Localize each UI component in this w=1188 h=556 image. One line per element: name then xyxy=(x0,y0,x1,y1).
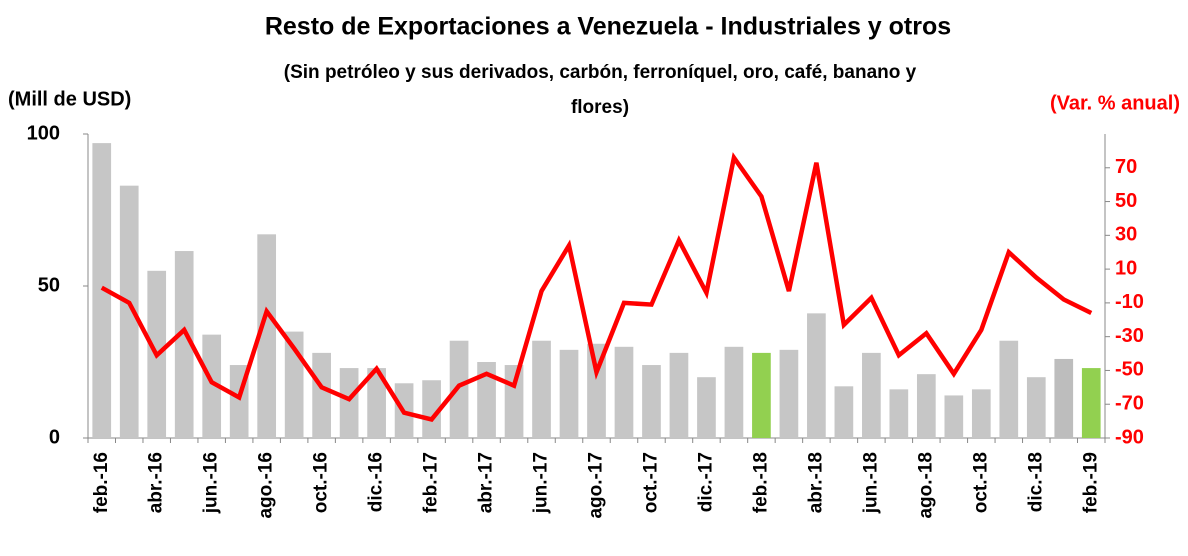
y2-tick-label: 10 xyxy=(1115,257,1137,279)
y2-axis-label: (Var. % anual) xyxy=(1050,92,1180,114)
y-axis-label: (Mill de USD) xyxy=(8,88,131,110)
bar xyxy=(202,334,222,438)
y2-tick-label: -90 xyxy=(1115,426,1144,448)
bar xyxy=(669,352,689,438)
bar xyxy=(174,251,194,438)
x-tick-label: abr.-16 xyxy=(146,452,167,513)
bar xyxy=(944,395,964,438)
bar xyxy=(477,362,496,438)
bar xyxy=(724,346,744,438)
x-tick-label: abr.-18 xyxy=(805,452,826,513)
y2-tick-label: -30 xyxy=(1115,325,1144,347)
x-tick-label: ago.-16 xyxy=(256,452,277,519)
bar xyxy=(916,374,936,438)
bar xyxy=(642,365,661,438)
bar xyxy=(312,352,331,438)
chart-subtitle: flores) xyxy=(571,97,629,118)
y2-tick-label: -70 xyxy=(1115,393,1144,415)
bar xyxy=(1026,377,1046,438)
bar xyxy=(971,389,991,438)
bar xyxy=(889,389,909,438)
y-tick-label: 50 xyxy=(38,274,60,296)
bar xyxy=(532,340,551,438)
x-tick-label: feb.-16 xyxy=(91,452,112,513)
y2-tick-label: 30 xyxy=(1115,224,1137,246)
bar xyxy=(504,365,524,438)
bar xyxy=(119,185,139,438)
bar xyxy=(339,368,359,438)
bar xyxy=(999,340,1019,438)
bar xyxy=(779,349,799,438)
bar xyxy=(752,352,771,438)
y2-tick-label: 70 xyxy=(1115,156,1137,178)
line xyxy=(100,152,1093,422)
bar xyxy=(862,352,881,438)
x-tick-label: jun.-16 xyxy=(201,452,222,514)
x-tick-label: ago.-17 xyxy=(586,452,607,519)
bar xyxy=(587,343,606,438)
chart-subtitle: (Sin petróleo y sus derivados, carbón, f… xyxy=(284,62,917,83)
bar xyxy=(807,313,826,438)
bar xyxy=(697,377,716,438)
x-tick-label: jun.-18 xyxy=(860,452,881,514)
bar xyxy=(1054,358,1074,438)
bar xyxy=(449,340,469,438)
x-tick-label: oct.-16 xyxy=(311,452,332,513)
bar xyxy=(92,143,112,438)
y-tick-label: 100 xyxy=(27,122,60,144)
x-tick-label: oct.-18 xyxy=(970,452,991,513)
x-tick-label: feb.-19 xyxy=(1080,452,1101,513)
x-tick-label: abr.-17 xyxy=(476,452,497,513)
y2-tick-label: -50 xyxy=(1115,359,1144,381)
bar xyxy=(257,234,277,438)
chart-title: Resto de Exportaciones a Venezuela - Ind… xyxy=(265,13,951,41)
bar xyxy=(1081,368,1101,438)
x-tick-label: feb.-18 xyxy=(750,452,771,513)
x-tick-label: oct.-17 xyxy=(640,452,661,513)
bar xyxy=(834,386,854,438)
x-tick-label: jun.-17 xyxy=(531,452,552,514)
x-tick-label: ago.-18 xyxy=(915,452,936,519)
x-tick-label: dic.-18 xyxy=(1025,452,1046,512)
x-tick-label: feb.-17 xyxy=(421,452,442,513)
y-tick-label: 0 xyxy=(49,426,60,448)
x-tick-label: dic.-16 xyxy=(366,452,387,512)
y2-tick-label: -10 xyxy=(1115,291,1144,313)
bar xyxy=(422,380,441,438)
bar xyxy=(614,346,634,438)
bar xyxy=(367,368,386,438)
y2-tick-label: 50 xyxy=(1115,190,1137,212)
x-tick-label: dic.-17 xyxy=(695,452,716,512)
bar xyxy=(559,349,579,438)
